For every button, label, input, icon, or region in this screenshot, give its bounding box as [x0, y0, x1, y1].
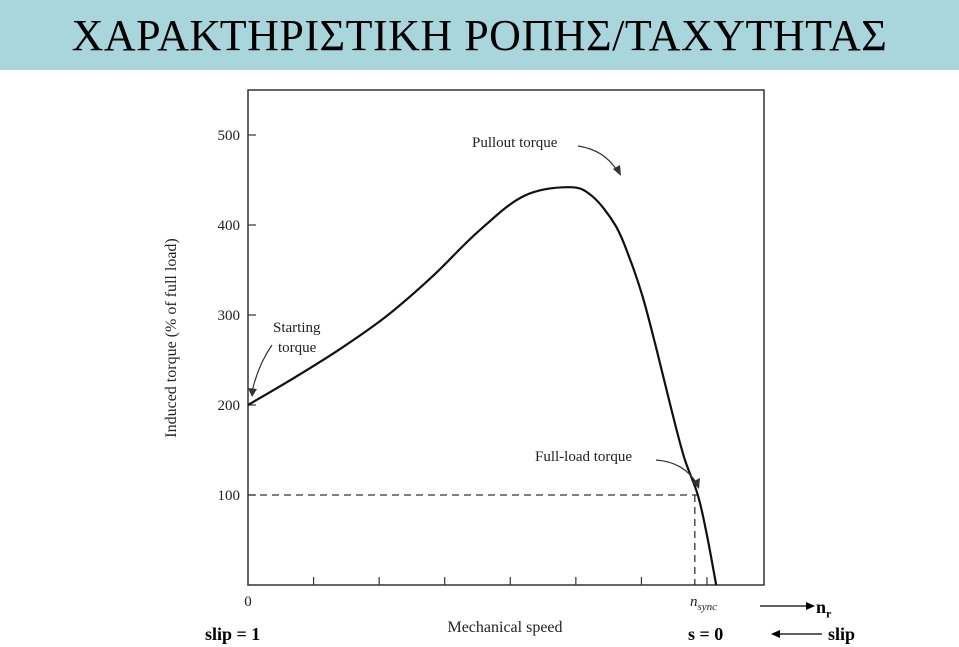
nr-label-base: n — [816, 597, 827, 617]
x-tick-nsync-base: n — [690, 594, 698, 610]
reference-lines — [248, 494, 698, 585]
starting-torque-label-2: torque — [278, 340, 317, 356]
slip-label: slip — [828, 624, 856, 644]
pullout-torque-pointer — [577, 145, 619, 173]
slide-title: ΧΑΡΑΚΤΗΡΙΣΤΙΚΗ ΡΟΠΗΣ/ΤΑΧΥΤΗΤΑΣ — [71, 10, 888, 60]
y-tick-label: 100 — [218, 488, 241, 504]
annotations: Pullout torque Starting torque Full-load to… — [248, 135, 700, 489]
nr-arrowhead — [806, 602, 815, 610]
full-load-torque-pointer — [655, 459, 698, 485]
slip-arrowhead — [771, 630, 780, 638]
starting-torque-arrowhead — [248, 388, 257, 397]
x-axis-title: Mechanical speed — [447, 619, 562, 636]
pullout-torque-arrowhead — [613, 165, 621, 176]
title-bar: ΧΑΡΑΚΤΗΡΙΣΤΙΚΗ ΡΟΠΗΣ/ΤΑΧΥΤΗΤΑΣ — [0, 0, 959, 70]
full-load-torque-label: Full-load torque — [535, 449, 632, 465]
plot-border — [247, 89, 765, 586]
torque-curve-group — [247, 186, 718, 586]
x-axis-ticks — [312, 577, 708, 585]
y-axis-ticks: 100 200 300 400 500 — [218, 128, 256, 504]
nr-label: nr — [816, 597, 831, 622]
y-tick-label: 300 — [218, 308, 241, 324]
s-zero-label: s = 0 — [688, 624, 724, 644]
torque-curve — [247, 186, 718, 586]
starting-torque-label-1: Starting — [273, 320, 321, 336]
y-tick-label: 400 — [218, 218, 241, 234]
slip-one-label: slip = 1 — [205, 624, 261, 644]
full-load-torque-arrowhead — [692, 478, 700, 489]
y-tick-label: 500 — [218, 128, 241, 144]
pullout-torque-label: Pullout torque — [472, 135, 558, 151]
plot-frame — [247, 89, 765, 586]
nr-label-sub: r — [826, 606, 832, 621]
y-tick-label: 200 — [218, 398, 241, 414]
starting-torque-pointer — [251, 344, 273, 393]
y-axis-title: Induced torque (% of full load) — [163, 238, 180, 437]
x-tick-nsync: nsync — [690, 594, 717, 613]
x-tick-zero: 0 — [244, 594, 252, 610]
x-tick-nsync-sub: sync — [698, 601, 718, 613]
